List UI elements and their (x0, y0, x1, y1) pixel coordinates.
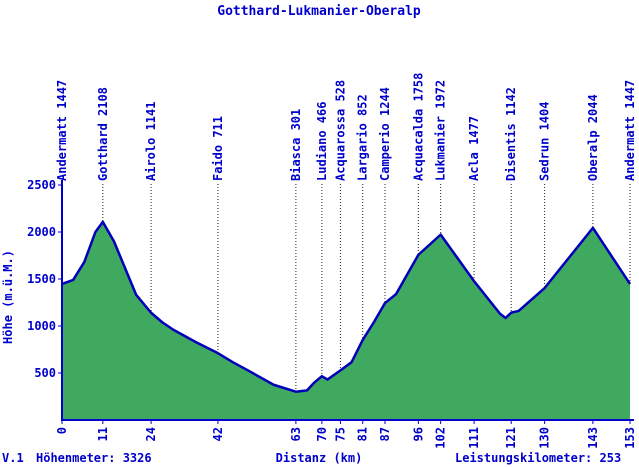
version-label: V.1 (2, 451, 24, 465)
y-tick-label: 2500 (27, 178, 56, 192)
waypoint-label: Acquarossa 528 (333, 80, 347, 181)
waypoint-label: Lukmanier 1972 (434, 80, 448, 181)
waypoint-label: Acquacalda 1758 (411, 73, 425, 181)
x-tick-label: 11 (96, 427, 110, 441)
hoehenmeter-label: Höhenmeter: 3326 (36, 451, 152, 465)
x-tick-label: 130 (538, 427, 552, 449)
x-tick-label: 81 (356, 427, 370, 441)
x-tick-label: 102 (434, 427, 448, 449)
waypoint-label: Largario 852 (356, 94, 370, 181)
waypoint-label: Acla 1477 (467, 116, 481, 181)
x-tick-label: 87 (378, 427, 392, 441)
x-tick-label: 96 (411, 427, 425, 441)
y-axis-label: Höhe (m.ü.M.) (1, 250, 15, 344)
x-tick-label: 143 (586, 427, 600, 449)
y-tick-label: 1000 (27, 319, 56, 333)
profile-area (62, 221, 630, 420)
waypoint-label: Gotthard 2108 (96, 87, 110, 181)
waypoint-label: Oberalp 2044 (586, 94, 600, 181)
x-tick-label: 153 (623, 427, 637, 449)
waypoint-label: Ludiano 466 (315, 102, 329, 181)
waypoint-label: Airolo 1141 (144, 102, 158, 181)
chart-title: Gotthard-Lukmanier-Oberalp (217, 4, 421, 19)
x-tick-label: 111 (467, 427, 481, 449)
waypoint-label: Andermatt 1447 (55, 80, 69, 181)
waypoint-label: Disentis 1142 (504, 87, 518, 181)
waypoint-label: Andermatt 1447 (623, 80, 637, 181)
x-tick-label: 75 (333, 427, 347, 441)
x-axis-label: Distanz (km) (276, 451, 363, 465)
y-tick-label: 2000 (27, 225, 56, 239)
waypoint-label: Sedrun 1404 (538, 102, 552, 181)
x-tick-label: 42 (211, 427, 225, 441)
profile-line (61, 220, 632, 393)
waypoint-label: Biasca 301 (289, 109, 303, 181)
x-tick-label: 70 (315, 427, 329, 441)
plot-area: Andermatt 1447 0 Gotthard 2108 11 Airolo 114… (27, 73, 637, 449)
waypoint-label: Faido 711 (211, 116, 225, 181)
leistungskilometer-label: Leistungskilometer: 253 (455, 451, 621, 465)
waypoint-label: Camperio 1244 (378, 87, 392, 181)
x-tick-label: 63 (289, 427, 303, 441)
y-tick-label: 500 (34, 366, 56, 380)
x-tick-label: 121 (504, 427, 518, 449)
x-tick-label: 0 (55, 427, 69, 434)
y-tick-label: 1500 (27, 272, 56, 286)
x-tick-label: 24 (144, 427, 158, 441)
